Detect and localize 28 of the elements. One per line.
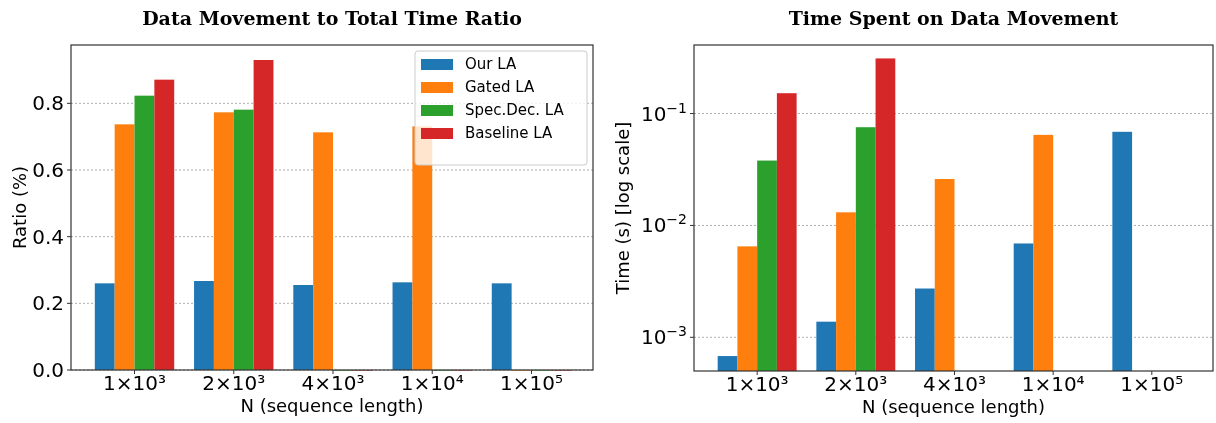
x-tick-label: 2×10³ — [202, 371, 266, 395]
x-tick-label: 1×10³ — [103, 371, 166, 395]
x-axis-title: N (sequence length) — [240, 395, 424, 416]
y-tick-label: 0.2 — [32, 291, 64, 316]
x-tick-label: 1×10⁵ — [1120, 372, 1184, 396]
chart-title: Time Spent on Data Movement — [788, 7, 1119, 29]
x-tick-label: 4×10³ — [301, 371, 365, 395]
y-tick-label: 0.4 — [32, 224, 64, 249]
legend-label: Spec.Dec. LA — [465, 101, 565, 119]
legend-label: Baseline LA — [465, 124, 554, 142]
y-tick-label: 0.0 — [32, 358, 64, 382]
x-tick-label: 1×10⁴ — [400, 371, 464, 395]
x-tick-label: 4×10³ — [923, 372, 986, 396]
x-tick-label: 1×10⁵ — [499, 371, 563, 395]
chart-title: Data Movement to Total Time Ratio — [142, 7, 522, 29]
y-axis-title: Ratio (%) — [9, 165, 30, 250]
y-tick-label: 0.8 — [32, 91, 64, 116]
y-tick-label: 0.6 — [32, 158, 64, 182]
x-tick-label: 2×10³ — [824, 372, 888, 396]
legend-label: Gated LA — [465, 78, 535, 96]
x-tick-label: 1×10³ — [725, 372, 789, 396]
y-tick-label: 10$^{−3}$ — [640, 323, 687, 350]
y-axis-title: Time (s) [log scale] — [612, 121, 633, 296]
x-tick-label: 1×10⁴ — [1021, 372, 1085, 396]
x-axis-title: N (sequence length) — [861, 396, 1046, 417]
y-tick-label: 10$^{−2}$ — [640, 211, 687, 238]
legend-label: Our LA — [465, 55, 517, 73]
y-tick-label: 10$^{−1}$ — [640, 99, 687, 126]
